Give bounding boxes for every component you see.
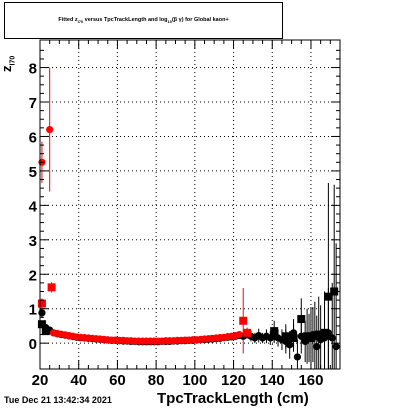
y-tick-label: 4 (29, 198, 38, 215)
plot-frame (39, 39, 341, 370)
x-tick-label: 160 (298, 372, 323, 389)
y-tick-label: 5 (29, 164, 37, 181)
x-tick-label: 80 (148, 372, 165, 389)
tick-labels: 20 40 60 80 100 120 140 160 0 1 2 3 4 5 6 7 8 (29, 61, 324, 389)
data-point (286, 341, 294, 349)
x-tick-label: 100 (182, 372, 207, 389)
data-point (314, 330, 323, 339)
data-point (38, 309, 46, 317)
data-point (47, 283, 56, 292)
data-point (46, 125, 54, 134)
y-tick-label: 3 (29, 233, 37, 250)
data-point (243, 328, 252, 337)
y-tick-label: 6 (29, 129, 37, 146)
axis-ticks (39, 40, 341, 369)
data-point (297, 332, 305, 340)
x-tick-label: 140 (260, 372, 285, 389)
x-tick-label: 60 (109, 372, 126, 389)
data-point (293, 353, 302, 361)
data-point (320, 328, 329, 337)
chart-title: Fitted zI70 versus TpcTrackLength and lo… (58, 16, 229, 25)
timestamp: Tue Dec 21 13:42:34 2021 (4, 395, 112, 405)
x-tick-label: 40 (70, 372, 87, 389)
data-point (41, 327, 50, 336)
data-point (289, 333, 298, 342)
data-point (270, 327, 279, 336)
y-tick-label: 7 (29, 95, 37, 112)
y-tick-label: 0 (29, 336, 37, 353)
data-point (332, 343, 340, 351)
x-tick-label: 120 (221, 372, 246, 389)
data-point (328, 334, 336, 342)
data-point (235, 330, 243, 339)
x-tick-label: 20 (32, 372, 49, 389)
y-tick-label: 8 (29, 61, 37, 78)
data-point (297, 315, 306, 324)
y-tick-label: 1 (29, 302, 37, 319)
y-axis-label: zI70 (0, 55, 17, 72)
error-bars (41, 67, 337, 369)
data-point (313, 343, 321, 351)
grid-lines (39, 40, 340, 369)
data-markers (37, 125, 340, 361)
data-point (281, 332, 290, 341)
data-point (324, 292, 333, 301)
data-point (37, 320, 46, 329)
data-point (239, 316, 248, 325)
title-box: Fitted zI70 versus TpcTrackLength and lo… (4, 2, 283, 39)
x-axis-label: TpcTrackLength (cm) (157, 390, 309, 407)
data-point (330, 287, 339, 296)
data-point (37, 299, 46, 308)
y-tick-label: 2 (29, 267, 37, 284)
